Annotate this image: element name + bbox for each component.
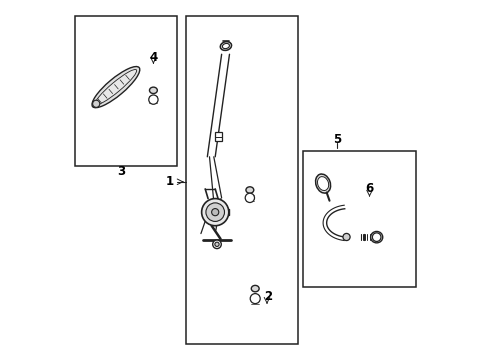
Text: 5: 5 bbox=[332, 134, 341, 147]
Bar bbox=[215, 132, 222, 141]
Circle shape bbox=[244, 193, 254, 203]
Bar bbox=[303, 152, 415, 287]
Ellipse shape bbox=[317, 177, 328, 190]
Text: 3: 3 bbox=[117, 165, 125, 177]
Circle shape bbox=[201, 199, 228, 226]
Ellipse shape bbox=[222, 44, 229, 49]
Circle shape bbox=[342, 233, 349, 240]
Text: 6: 6 bbox=[365, 183, 373, 195]
Text: 4: 4 bbox=[149, 51, 157, 64]
Circle shape bbox=[148, 95, 158, 104]
Circle shape bbox=[212, 240, 221, 249]
Circle shape bbox=[205, 203, 224, 221]
Ellipse shape bbox=[251, 285, 259, 292]
Bar bbox=[75, 16, 176, 166]
Ellipse shape bbox=[245, 187, 253, 193]
Ellipse shape bbox=[95, 69, 136, 105]
Circle shape bbox=[372, 233, 380, 242]
Ellipse shape bbox=[315, 174, 330, 193]
Ellipse shape bbox=[92, 67, 140, 108]
Text: 2: 2 bbox=[263, 289, 271, 303]
Circle shape bbox=[214, 242, 219, 247]
Ellipse shape bbox=[149, 87, 157, 94]
Circle shape bbox=[250, 294, 260, 303]
Circle shape bbox=[92, 100, 100, 107]
Ellipse shape bbox=[370, 231, 382, 243]
Bar bbox=[185, 16, 298, 344]
Ellipse shape bbox=[220, 42, 231, 50]
Circle shape bbox=[211, 208, 218, 216]
Text: 1: 1 bbox=[165, 175, 174, 188]
